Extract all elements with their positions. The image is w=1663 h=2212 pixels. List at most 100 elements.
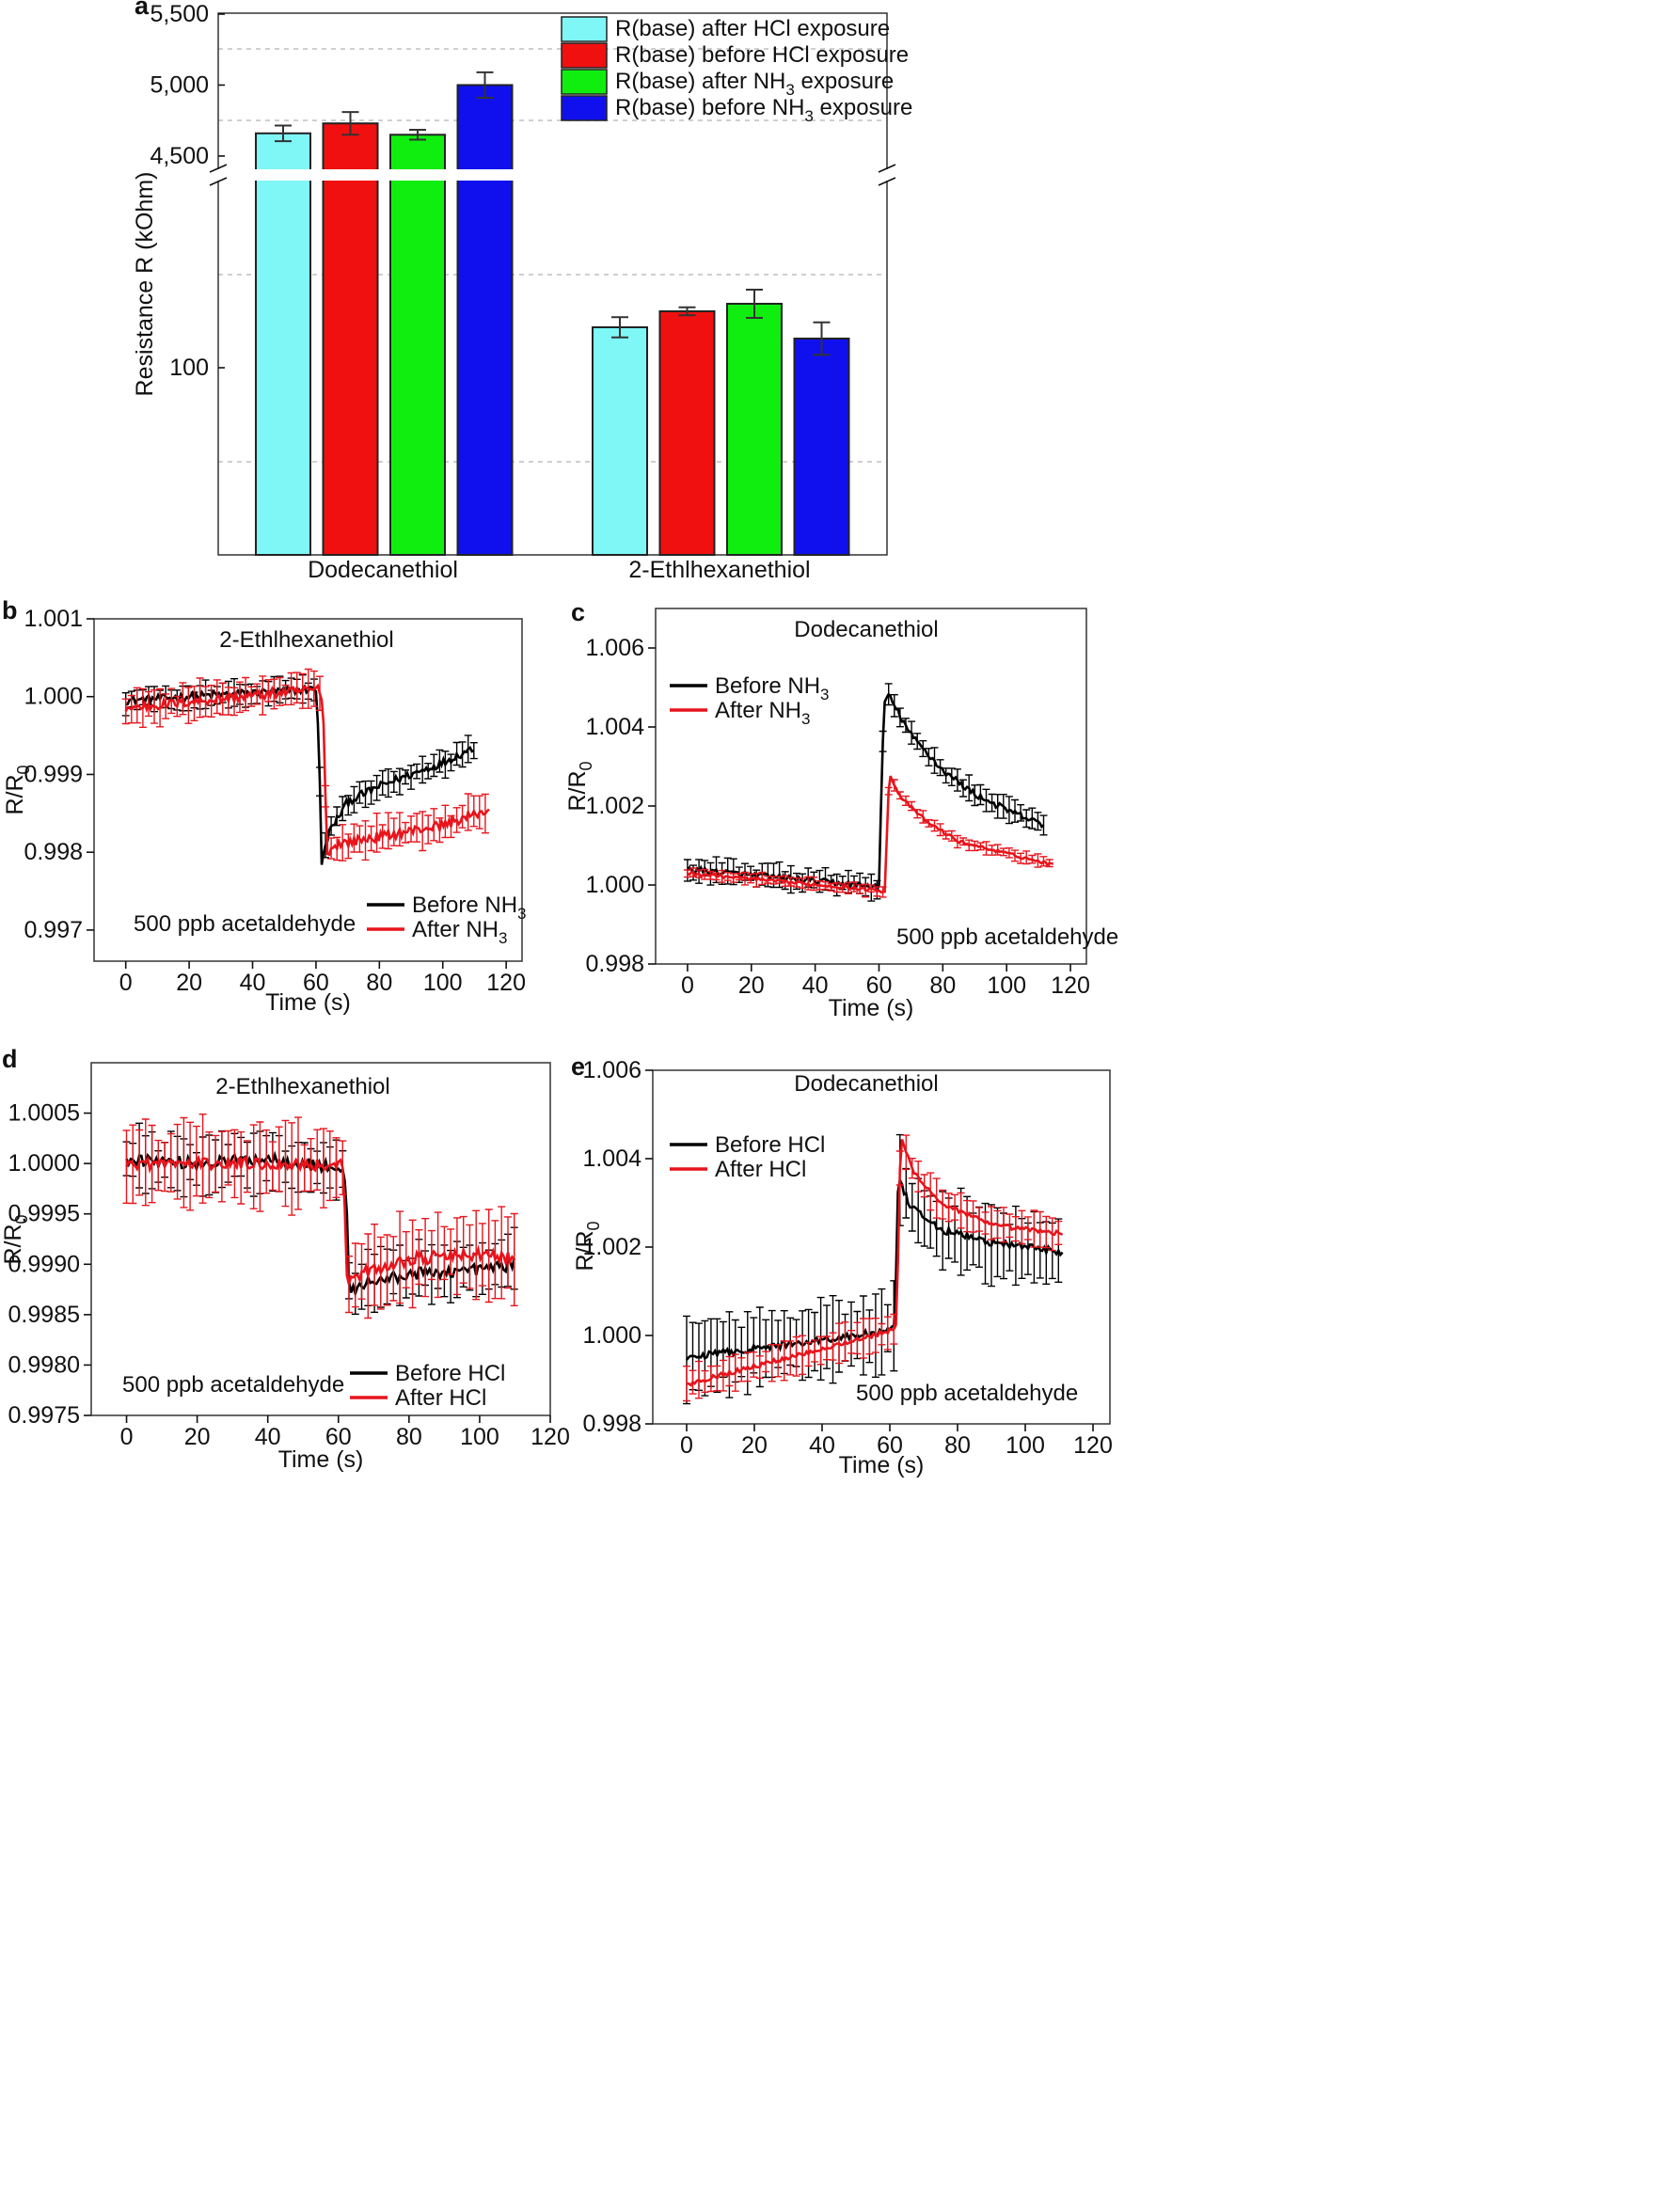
y-tick-label: 1.001 (24, 606, 83, 632)
series-line (687, 775, 1054, 893)
y-tick-label: 1.0005 (8, 1100, 80, 1127)
bar (793, 338, 850, 556)
panel-label-a: a (135, 0, 150, 20)
panel-e: e 0 20 40 60 80 100 120 0.998 1.000 1.002 1.004 1.00… (571, 1052, 1113, 1478)
series-line (125, 1154, 515, 1285)
plot-frame (90, 1062, 551, 1416)
error-bar (476, 71, 494, 100)
y-tick-label: 0.9990 (8, 1251, 80, 1277)
x-tick-label: 40 (802, 972, 829, 999)
x-axis-label: Time (s) (265, 989, 351, 1016)
x-tick-label: 120 (1073, 1432, 1113, 1459)
error-bar (341, 111, 359, 136)
x-tick-label: 20 (738, 972, 765, 999)
y-tick-label: 5,000 (150, 71, 209, 98)
bar (726, 303, 783, 556)
y-tick-label: 0.998 (24, 839, 83, 865)
x-axis-label: Time (s) (829, 995, 914, 1021)
axis-break-mark (878, 164, 896, 173)
x-axis-label: Time (s) (278, 1446, 364, 1473)
y-axis-label: Resistance R (kOhm) (132, 172, 158, 397)
x-tick-label: 0 (680, 1432, 693, 1459)
legend-label: After HCl (715, 1157, 806, 1182)
y-tick-label: 1.0000 (8, 1150, 80, 1177)
series-1 (121, 668, 490, 861)
legend-label: After HCl (395, 1385, 486, 1411)
x-tick-label: 80 (944, 1432, 971, 1459)
x-tick-label: 60 (303, 970, 329, 996)
error-bar (611, 316, 628, 339)
series-line (125, 684, 475, 865)
error-bar (813, 321, 831, 356)
x-tick-label: 120 (486, 970, 526, 996)
bar (456, 84, 514, 556)
category-label: 2-Ethlhexanethiol (628, 557, 810, 583)
x-tick-label: 60 (325, 1424, 352, 1450)
legend-swatch (561, 42, 608, 69)
panel-title: 2-Ethlhexanethiol (219, 627, 393, 653)
legend-swatch (561, 69, 608, 95)
plot-frame (655, 608, 1087, 965)
x-tick-label: 20 (176, 970, 202, 996)
y-tick-label: 0.999 (24, 761, 83, 787)
y-axis-label: R/R0 (572, 1221, 603, 1271)
y-tick-label: 4,500 (150, 143, 209, 169)
panel-label-c: c (571, 598, 585, 626)
x-tick-label: 100 (423, 970, 463, 996)
panel-a: a 4,500 5,000 5,500 100 Resistance R (kOhm) Do… (132, 0, 912, 583)
panel-label-d: d (2, 1045, 18, 1073)
bar (658, 310, 716, 556)
x-tick-label: 40 (255, 1424, 281, 1450)
y-tick-label: 1.002 (582, 1234, 641, 1260)
axis-break-mark (209, 164, 228, 173)
y-tick-label: 0.997 (24, 917, 83, 943)
series-line (686, 692, 1045, 893)
y-tick-label: 1.006 (585, 635, 644, 661)
x-axis-label: Time (s) (839, 1452, 925, 1478)
bar (592, 326, 648, 556)
plot-frame (93, 618, 523, 962)
annotation: 500 ppb acetaldehyde (856, 1381, 1078, 1406)
series-line (125, 1150, 515, 1299)
x-tick-label: 20 (184, 1424, 211, 1450)
y-tick-label: 0.998 (582, 1411, 641, 1437)
y-tick-label: 1.002 (585, 793, 644, 819)
y-axis-label: R/R0 (2, 765, 33, 814)
legend-label: Before HCl (395, 1361, 505, 1386)
y-tick-label: 0.998 (585, 951, 644, 977)
annotation: 500 ppb acetaldehyde (896, 924, 1118, 950)
y-tick-label: 5,500 (150, 1, 209, 27)
error-bar (275, 124, 292, 143)
axis-break-mark (209, 177, 228, 186)
annotation: 500 ppb acetaldehyde (122, 1372, 344, 1398)
error-bar (678, 306, 696, 317)
annotation: 500 ppb acetaldehyde (134, 911, 356, 937)
y-tick-label: 0.9975 (8, 1402, 80, 1429)
category-label: Dodecanethiol (308, 557, 458, 583)
legend-label: R(base) after HCl exposure (615, 16, 890, 41)
x-tick-label: 0 (119, 970, 133, 996)
x-tick-label: 100 (460, 1424, 499, 1450)
error-bar (409, 128, 426, 141)
x-tick-label: 120 (531, 1424, 570, 1450)
y-tick-label: 1.000 (24, 684, 83, 710)
x-tick-label: 80 (366, 970, 392, 996)
series-1 (683, 775, 1054, 898)
y-tick-label: 100 (169, 355, 209, 381)
y-tick-label: 1.004 (585, 714, 644, 740)
panel-d: d 0 20 40 60 80 100 120 0.9975 0.9980 0.9985 0.9990… (0, 1045, 570, 1473)
x-tick-label: 40 (240, 970, 266, 996)
legend-label: After NH3 (715, 698, 810, 728)
bar (255, 132, 311, 556)
error-bars (122, 1122, 518, 1315)
legend-label: R(base) after NH3 exposure (615, 69, 894, 99)
x-tick-label: 80 (396, 1424, 422, 1450)
series-1 (122, 1114, 518, 1319)
y-tick-label: 1.000 (585, 872, 644, 898)
axis-break-gap (211, 169, 895, 181)
x-tick-label: 40 (809, 1432, 835, 1459)
error-bar (746, 288, 763, 320)
